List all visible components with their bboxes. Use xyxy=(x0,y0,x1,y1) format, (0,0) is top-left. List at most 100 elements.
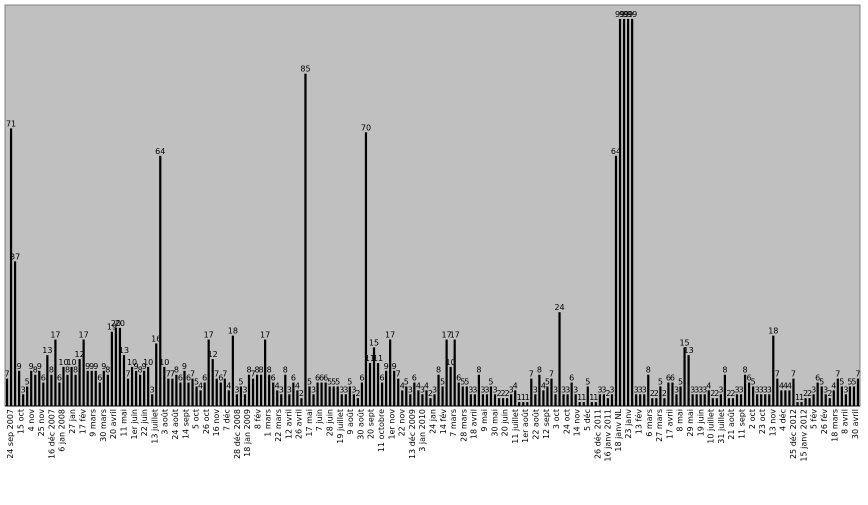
data-label: 7 xyxy=(855,370,860,379)
bar xyxy=(280,394,283,406)
data-label: 3 xyxy=(339,385,344,394)
bar xyxy=(239,386,243,406)
bar xyxy=(481,394,485,406)
bar xyxy=(518,402,521,406)
bar xyxy=(606,398,610,406)
data-label: 2 xyxy=(605,389,610,398)
data-label: 8 xyxy=(267,366,272,375)
bar xyxy=(610,394,614,406)
bar xyxy=(90,370,93,406)
data-label: 7 xyxy=(125,370,130,379)
data-label: 7 xyxy=(190,370,195,379)
x-tick-label: 23 oct xyxy=(758,409,767,434)
data-label: 3 xyxy=(565,385,570,394)
data-label: 3 xyxy=(763,385,768,394)
bar xyxy=(514,390,517,406)
data-label: 4 xyxy=(706,381,711,390)
x-tick-label: 27 jan xyxy=(68,409,77,434)
data-label: 5 xyxy=(819,377,824,386)
bar xyxy=(598,394,601,406)
data-label: 7 xyxy=(835,370,840,379)
bar xyxy=(824,394,827,406)
data-label: 7 xyxy=(549,370,554,379)
data-label: 17 xyxy=(79,331,89,340)
x-tick-label: 3 jan 2010 xyxy=(418,409,427,452)
bar xyxy=(651,398,654,406)
bar xyxy=(227,390,230,406)
data-label: 9 xyxy=(93,362,98,371)
data-label: 3 xyxy=(420,385,425,394)
bar xyxy=(26,386,29,406)
data-label: 3 xyxy=(234,385,239,394)
bar xyxy=(110,331,113,406)
bar xyxy=(538,374,541,406)
bar xyxy=(453,339,456,406)
bar xyxy=(207,339,210,406)
data-label: 6 xyxy=(291,374,296,383)
data-label: 6 xyxy=(359,374,364,383)
bar xyxy=(328,386,331,406)
bar xyxy=(143,370,146,406)
x-tick-label: 20 avril xyxy=(109,409,118,439)
data-label: 10 xyxy=(66,358,76,367)
data-label: 2 xyxy=(650,389,655,398)
data-label: 8 xyxy=(49,366,54,375)
data-label: 3 xyxy=(561,385,566,394)
data-label: 99 xyxy=(615,10,625,19)
bar xyxy=(360,382,364,406)
x-tick-label: 22 août xyxy=(532,409,541,440)
bar xyxy=(356,398,359,406)
x-tick-label: 25 nov xyxy=(37,409,46,437)
bar xyxy=(828,398,831,406)
bar xyxy=(493,394,497,406)
data-label: 2 xyxy=(807,389,812,398)
data-label: 4 xyxy=(275,381,280,390)
x-tick-label: 14 fév xyxy=(438,409,448,434)
bar xyxy=(259,374,263,406)
data-label: 4 xyxy=(424,381,429,390)
data-label: 6 xyxy=(41,374,46,383)
bar xyxy=(820,386,823,406)
data-label: 17 xyxy=(260,331,270,340)
bar xyxy=(66,374,69,406)
data-label: 15 xyxy=(369,338,379,347)
x-tick-label: 24 oct xyxy=(562,409,571,434)
data-label: 6 xyxy=(666,374,671,383)
data-label: 5 xyxy=(327,377,332,386)
bar xyxy=(570,382,573,406)
data-label: 6 xyxy=(569,374,574,383)
bar xyxy=(622,18,626,406)
bar xyxy=(292,382,295,406)
data-label: 3 xyxy=(553,385,558,394)
data-label: 5 xyxy=(545,377,550,386)
x-tick-label: 7 juin xyxy=(315,409,324,431)
data-label: 3 xyxy=(432,385,437,394)
bar xyxy=(167,378,170,406)
x-tick-label: 18 mars xyxy=(830,409,839,442)
x-tick-label: 9 mars xyxy=(89,409,98,437)
x-tick-label: 13 juillet xyxy=(150,409,159,444)
bar xyxy=(421,394,424,406)
data-label: 7 xyxy=(775,370,780,379)
bar xyxy=(497,398,501,406)
bar xyxy=(618,18,622,406)
bar xyxy=(405,386,408,406)
data-label: 5 xyxy=(404,377,409,386)
data-label: 6 xyxy=(97,374,102,383)
x-tick-label: 22 mars xyxy=(274,409,283,442)
data-label: 3 xyxy=(408,385,413,394)
data-label: 99 xyxy=(627,10,637,19)
x-tick-label: 30 avril xyxy=(851,409,860,439)
data-label: 1 xyxy=(577,393,582,402)
data-label: 10 xyxy=(446,358,456,367)
x-tick-label: 12 avril xyxy=(284,409,293,439)
data-label: 2 xyxy=(299,389,304,398)
bar xyxy=(506,398,509,406)
bar xyxy=(417,390,420,406)
x-tick-label: 26 avril xyxy=(295,409,304,439)
bar xyxy=(139,374,142,406)
data-label: 2 xyxy=(662,389,667,398)
data-label: 1 xyxy=(589,393,594,402)
x-tick-label: 29 mai xyxy=(686,409,695,437)
bar xyxy=(663,398,666,406)
